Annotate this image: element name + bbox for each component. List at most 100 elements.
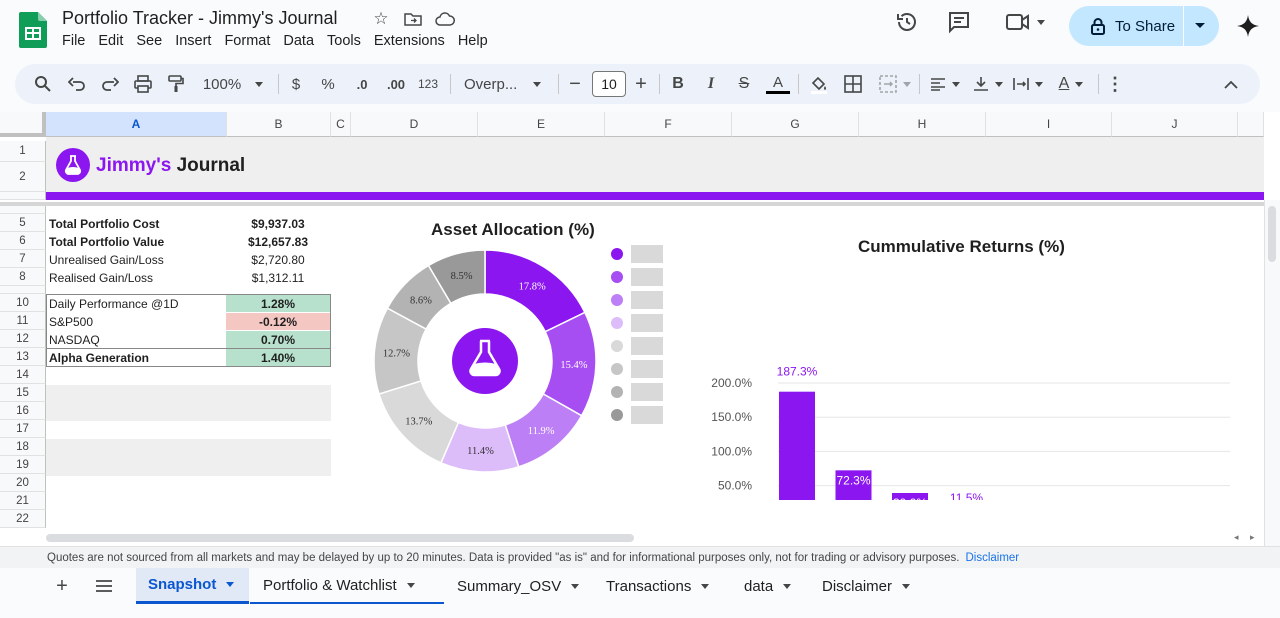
strikethrough-button[interactable]: S: [738, 75, 750, 92]
decrease-decimal-button[interactable]: .0: [356, 76, 368, 92]
tab-summary-osv[interactable]: Summary_OSV: [444, 568, 590, 604]
summary-label[interactable]: Unrealised Gain/Loss: [49, 253, 164, 267]
performance-label[interactable]: NASDAQ: [49, 333, 100, 347]
paint-format-icon[interactable]: [162, 64, 190, 104]
horizontal-align-icon[interactable]: [927, 64, 963, 104]
row-header-7[interactable]: 7: [0, 250, 46, 268]
column-header-g[interactable]: G: [732, 112, 859, 137]
freeze-divider[interactable]: [0, 202, 1264, 206]
font-size-input[interactable]: 10: [592, 71, 626, 97]
donut-slice[interactable]: [427, 249, 486, 305]
scroll-right-button[interactable]: ▸: [1250, 532, 1255, 542]
vertical-align-icon[interactable]: [970, 64, 1006, 104]
row-header-18[interactable]: 18: [0, 438, 46, 456]
summary-value[interactable]: $12,657.83: [247, 235, 309, 249]
summary-value[interactable]: $2,720.80: [251, 253, 305, 267]
zoom-select[interactable]: 100%: [198, 64, 268, 104]
print-icon[interactable]: [129, 64, 157, 104]
performance-label[interactable]: S&P500: [49, 315, 94, 329]
gemini-sparkle-icon[interactable]: [1236, 14, 1260, 38]
share-button[interactable]: To Share: [1069, 6, 1219, 46]
add-sheet-button[interactable]: +: [56, 574, 68, 597]
row-header-16[interactable]: 16: [0, 402, 46, 420]
row-header-1[interactable]: 1: [0, 141, 46, 162]
tab-disclaimer[interactable]: Disclaimer: [810, 568, 930, 604]
performance-value[interactable]: -0.12%: [226, 313, 330, 330]
row-header-14[interactable]: 14: [0, 366, 46, 384]
row-header-11[interactable]: 11: [0, 312, 46, 330]
text-color-button[interactable]: A: [765, 64, 791, 104]
row-header-17[interactable]: 17: [0, 420, 46, 438]
column-header-h[interactable]: H: [859, 112, 986, 137]
increase-font-size-button[interactable]: +: [635, 72, 647, 95]
row-header-9[interactable]: [0, 286, 46, 294]
cumulative-returns-bar-chart[interactable]: 200.0%150.0%100.0%50.0%0.0%-50.0%187.3%7…: [700, 250, 1240, 500]
performance-value[interactable]: 0.70%: [226, 331, 330, 348]
row-header-19[interactable]: 19: [0, 456, 46, 474]
row-header-3[interactable]: [0, 192, 46, 200]
cloud-status-icon[interactable]: [434, 8, 456, 30]
more-options-icon[interactable]: ⋮: [1106, 73, 1124, 94]
italic-button[interactable]: I: [707, 75, 715, 92]
column-header-j[interactable]: J: [1112, 112, 1238, 137]
menu-edit[interactable]: Edit: [98, 33, 124, 49]
column-header-b[interactable]: B: [227, 112, 331, 137]
summary-label[interactable]: Total Portfolio Cost: [49, 217, 160, 231]
menu-insert[interactable]: Insert: [175, 33, 212, 49]
asset-allocation-donut-chart[interactable]: 17.8% 15.4% 11.9% 11.4% 13.7% 12.7% 8.6% 8.5%: [360, 236, 680, 476]
summary-label[interactable]: Realised Gain/Loss: [49, 271, 154, 285]
performance-label[interactable]: Daily Performance @1D: [49, 297, 179, 311]
undo-icon[interactable]: [63, 64, 91, 104]
menu-format[interactable]: Format: [224, 33, 271, 49]
scroll-left-button[interactable]: ◂: [1234, 532, 1239, 542]
tab-data[interactable]: data: [732, 568, 804, 604]
row-header-13[interactable]: 13: [0, 348, 46, 366]
menu-file[interactable]: File: [62, 33, 86, 49]
row-header-10[interactable]: 10: [0, 294, 46, 312]
meet-icon[interactable]: [1002, 8, 1048, 36]
search-menus-icon[interactable]: [29, 64, 57, 104]
collapse-toolbar-icon[interactable]: [1219, 64, 1243, 104]
menu-see[interactable]: See: [136, 33, 163, 49]
bar[interactable]: [835, 470, 872, 500]
sheets-logo-icon[interactable]: [19, 12, 47, 48]
row-header-4[interactable]: [0, 206, 46, 214]
text-wrapping-icon[interactable]: [1010, 64, 1046, 104]
bar[interactable]: [779, 391, 815, 500]
summary-value[interactable]: $1,312.11: [251, 271, 305, 285]
performance-value[interactable]: 1.40%: [226, 349, 330, 366]
tab-transactions[interactable]: Transactions: [594, 568, 730, 604]
menu-data[interactable]: Data: [283, 33, 315, 49]
row-header-20[interactable]: 20: [0, 474, 46, 492]
font-select[interactable]: Overp...: [460, 64, 550, 104]
spreadsheet-grid[interactable]: A B C D E F G H I J 1 2 5 6 7 8 10 11 12…: [0, 112, 1280, 546]
move-folder-icon[interactable]: [402, 8, 424, 30]
bar[interactable]: [892, 492, 928, 500]
comments-icon[interactable]: [945, 8, 973, 36]
more-formats-button[interactable]: 123: [417, 77, 439, 91]
row-header-15[interactable]: 15: [0, 384, 46, 402]
select-all-corner[interactable]: [0, 112, 46, 137]
redo-icon[interactable]: [96, 64, 124, 104]
vertical-scrollbar[interactable]: [1264, 200, 1280, 546]
summary-label[interactable]: Total Portfolio Value: [49, 235, 165, 249]
column-header-c[interactable]: C: [331, 112, 351, 137]
menu-help[interactable]: Help: [457, 33, 488, 49]
decrease-font-size-button[interactable]: −: [569, 72, 581, 95]
menu-tools[interactable]: Tools: [327, 33, 361, 49]
vertical-scroll-thumb[interactable]: [1268, 206, 1276, 262]
text-rotation-icon[interactable]: A: [1051, 64, 1091, 104]
performance-value[interactable]: 1.28%: [226, 295, 330, 312]
document-title[interactable]: Portfolio Tracker - Jimmy's Journal: [62, 8, 338, 28]
bold-button[interactable]: B: [672, 75, 684, 92]
disclaimer-link[interactable]: Disclaimer: [965, 551, 1020, 564]
tab-portfolio-watchlist[interactable]: Portfolio & Watchlist: [250, 568, 444, 604]
row-header-12[interactable]: 12: [0, 330, 46, 348]
percent-format-button[interactable]: %: [321, 75, 335, 93]
row-header-8[interactable]: 8: [0, 268, 46, 286]
column-header-e[interactable]: E: [478, 112, 605, 137]
column-header-d[interactable]: D: [351, 112, 478, 137]
version-history-icon[interactable]: [893, 8, 921, 36]
all-sheets-icon[interactable]: [92, 568, 116, 604]
fill-color-icon[interactable]: [807, 64, 831, 104]
